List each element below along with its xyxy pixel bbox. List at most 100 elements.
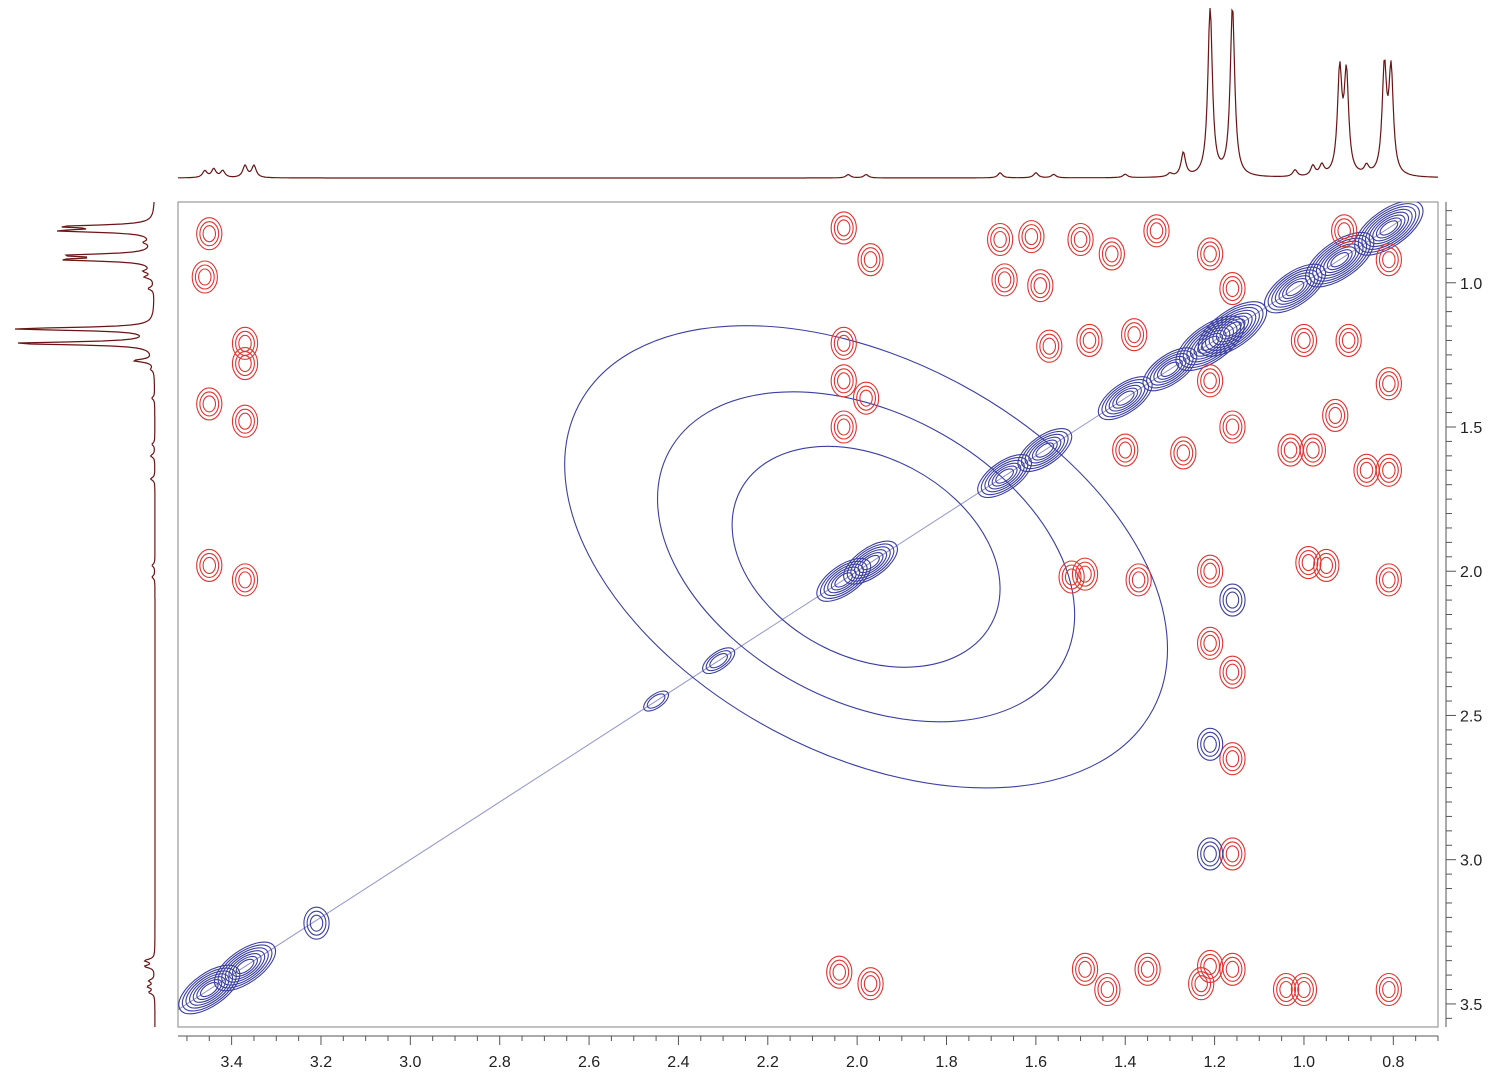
contour-level bbox=[857, 552, 884, 574]
contour-level bbox=[1018, 220, 1045, 254]
contour-level bbox=[1222, 275, 1243, 302]
cross-peak bbox=[196, 217, 223, 251]
contour-level bbox=[709, 653, 729, 669]
contour-level bbox=[196, 548, 223, 583]
contour-level bbox=[1379, 220, 1399, 236]
cross-peak bbox=[1219, 583, 1246, 617]
contour-level bbox=[1375, 453, 1403, 487]
contour-level bbox=[1094, 972, 1121, 1007]
contour-level bbox=[1375, 563, 1403, 597]
cross-peak bbox=[1196, 837, 1224, 871]
cross-peak bbox=[1331, 214, 1358, 248]
contour-level bbox=[1118, 441, 1132, 459]
contour-level bbox=[834, 572, 854, 588]
contour-level bbox=[1222, 746, 1243, 772]
contour-level bbox=[1203, 245, 1217, 263]
cross-peak bbox=[1196, 554, 1224, 588]
contour-level bbox=[1219, 318, 1246, 340]
contour-level bbox=[1196, 237, 1224, 271]
contour-level bbox=[702, 647, 736, 675]
x-tick-label: 1.4 bbox=[1114, 1054, 1136, 1071]
cross-peak bbox=[830, 364, 857, 398]
contour-level bbox=[1325, 402, 1346, 429]
contour-level bbox=[1299, 433, 1327, 467]
contour-level bbox=[1375, 367, 1403, 401]
contour-level bbox=[238, 571, 252, 589]
contour-level bbox=[1294, 327, 1314, 354]
x-tick-label: 1.0 bbox=[1293, 1054, 1315, 1071]
cross-peak bbox=[196, 548, 223, 583]
contour-level bbox=[1283, 441, 1298, 459]
contour-level bbox=[1326, 249, 1353, 271]
contour-level bbox=[856, 385, 877, 411]
x-tick-label: 0.8 bbox=[1382, 1054, 1404, 1071]
cross-peak bbox=[1036, 329, 1063, 363]
contour-level bbox=[1375, 217, 1402, 239]
contour-level bbox=[1334, 218, 1355, 244]
contour-level bbox=[231, 326, 259, 360]
contour-level bbox=[986, 222, 1014, 257]
contour-level bbox=[1274, 272, 1316, 305]
cross-peak bbox=[1121, 318, 1148, 352]
contour-level bbox=[863, 975, 878, 993]
cross-peak bbox=[1313, 548, 1340, 583]
top-projection-spectrum bbox=[178, 7, 1439, 179]
contour-level bbox=[833, 215, 854, 241]
diagonal-peak bbox=[816, 557, 872, 602]
contour-level bbox=[1101, 241, 1122, 267]
cross-peak bbox=[191, 260, 218, 294]
contour-level bbox=[857, 243, 884, 277]
contour-level bbox=[1188, 967, 1215, 1001]
contour-level bbox=[1276, 976, 1297, 1003]
cross-peak bbox=[1353, 453, 1380, 487]
contour-level bbox=[1196, 837, 1224, 871]
cross-peak bbox=[852, 381, 880, 415]
x-tick-label: 3.0 bbox=[399, 1054, 421, 1071]
contour-level bbox=[830, 211, 857, 245]
contour-level bbox=[1179, 318, 1242, 369]
contour-level bbox=[833, 414, 854, 440]
cross-peak bbox=[1134, 952, 1161, 986]
diagonal-peak bbox=[214, 941, 277, 992]
contour-level bbox=[1294, 976, 1314, 1003]
x-tick-label: 3.2 bbox=[310, 1054, 332, 1071]
contour-level bbox=[1378, 371, 1399, 397]
contour-level bbox=[1382, 461, 1396, 479]
diagonal-peak bbox=[1175, 315, 1245, 372]
contour-level bbox=[1200, 630, 1221, 656]
contour-level bbox=[1359, 461, 1374, 479]
cross-peak bbox=[1219, 952, 1246, 986]
contour-level bbox=[1156, 358, 1183, 380]
contour-level bbox=[194, 264, 215, 290]
contour-level bbox=[303, 906, 330, 940]
contour-level bbox=[1189, 327, 1231, 360]
contour-level bbox=[991, 465, 1018, 487]
contour-level bbox=[1301, 554, 1316, 572]
cross-peak bbox=[1094, 972, 1121, 1007]
contour-level bbox=[1031, 439, 1058, 461]
contour-level bbox=[1290, 972, 1318, 1007]
x-tick-label: 2.6 bbox=[578, 1054, 600, 1071]
cross-peak bbox=[1071, 557, 1099, 591]
x-tick-label: 2.2 bbox=[757, 1054, 779, 1071]
contour-level bbox=[1121, 318, 1148, 352]
contour-level bbox=[1082, 331, 1097, 350]
contour-level bbox=[1354, 202, 1424, 256]
contour-level bbox=[1112, 387, 1139, 409]
top-projection-trace bbox=[178, 7, 1439, 179]
contour-level bbox=[1028, 436, 1062, 464]
cross-peak bbox=[1299, 433, 1327, 467]
contour-level bbox=[1205, 306, 1260, 351]
contour-level bbox=[836, 418, 851, 436]
contour-level bbox=[1331, 214, 1358, 248]
cross-peak bbox=[830, 326, 857, 360]
contour-level bbox=[1125, 563, 1152, 597]
contour-level bbox=[1071, 557, 1099, 591]
contour-level bbox=[830, 326, 857, 360]
contour-level bbox=[1036, 329, 1063, 363]
cross-peak bbox=[1188, 967, 1215, 1001]
contour-level bbox=[1058, 560, 1085, 594]
cross-peak bbox=[1196, 727, 1224, 761]
contour-level bbox=[1200, 558, 1221, 584]
